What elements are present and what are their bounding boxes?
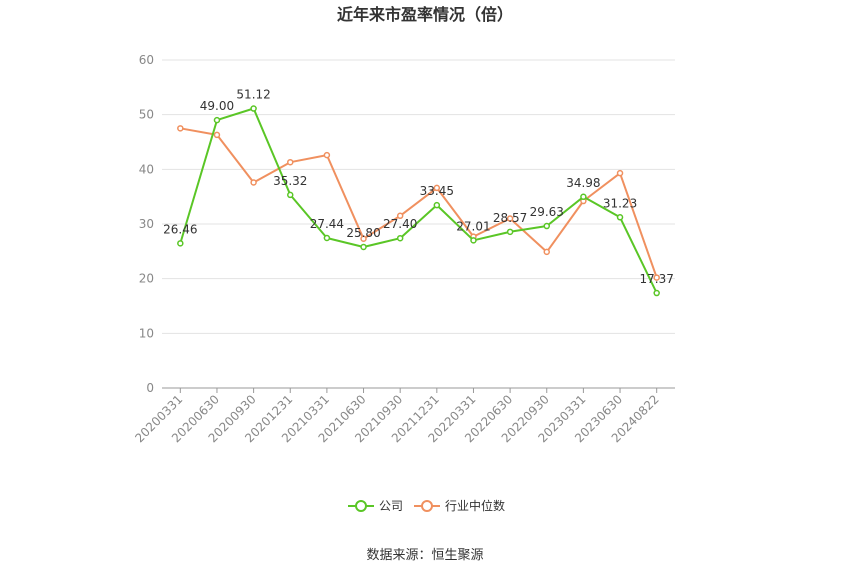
legend-item-industry-label: 行业中位数	[445, 498, 505, 513]
industry-data-point	[323, 151, 331, 159]
data-label: 25.80	[346, 226, 380, 240]
company-data-point	[580, 193, 587, 201]
data-label: 27.44	[310, 217, 344, 231]
company-data-point	[653, 289, 660, 297]
company-data-point	[360, 243, 367, 251]
data-label: 17.37	[639, 272, 673, 286]
industry-data-point	[213, 131, 221, 139]
y-tick-label: 50	[139, 108, 154, 122]
industry-data-point	[177, 125, 184, 132]
company-data-point	[250, 105, 257, 112]
data-label: 31.23	[603, 196, 637, 210]
industry-data-point	[506, 215, 514, 222]
y-tick-label: 0	[146, 381, 154, 395]
company-data-point	[287, 191, 294, 199]
industry-data-point	[396, 212, 404, 220]
industry-data-point	[287, 158, 294, 166]
company-data-point	[433, 201, 441, 209]
company-data-point	[543, 222, 550, 230]
data-label: 26.46	[163, 222, 197, 236]
industry-data-point	[433, 184, 441, 192]
legend-item-company-marker	[355, 500, 367, 512]
y-tick-label: 40	[139, 162, 154, 176]
data-label: 29.63	[530, 205, 564, 219]
y-tick-label: 10	[139, 326, 154, 340]
data-label: 49.00	[200, 99, 234, 113]
y-tick-label: 20	[139, 272, 154, 286]
data-label: 28.57	[493, 211, 527, 225]
legend-item-company-label: 公司	[379, 499, 403, 513]
company-data-point	[616, 214, 624, 221]
y-tick-label: 60	[139, 53, 154, 67]
data-label: 33.45	[420, 184, 454, 198]
chart-title: 近年来市盈率情况（倍）	[337, 5, 513, 24]
data-label: 34.98	[566, 176, 600, 190]
company-data-point	[213, 116, 221, 124]
x-axis: 2020033120200630202009302020123120210331…	[132, 387, 675, 445]
industry-series-line	[180, 127, 658, 278]
grid-lines	[162, 59, 675, 334]
legend: 公司 行业中位数	[348, 498, 505, 513]
data-label: 51.12	[236, 88, 270, 102]
industry-data-point	[616, 169, 624, 177]
industry-data-point	[653, 274, 660, 281]
data-label: 35.32	[273, 174, 307, 188]
y-tick-label: 30	[139, 217, 154, 231]
data-label: 27.01	[456, 219, 490, 233]
legend-item-industry-marker	[421, 500, 433, 512]
company-data-point	[506, 228, 514, 236]
company-data-point	[177, 240, 184, 247]
company-data-point	[470, 237, 477, 244]
company-data-point	[323, 234, 331, 242]
company-series-line	[179, 107, 658, 294]
industry-data-point	[250, 179, 257, 186]
industry-data-point	[543, 248, 550, 256]
data-label: 27.40	[383, 217, 417, 231]
y-axis: 0 10 20 30 40 50 60	[139, 53, 154, 395]
source-note: 数据来源：恒生聚源	[366, 548, 483, 563]
company-data-point	[396, 234, 404, 242]
industry-data-point	[360, 235, 367, 243]
